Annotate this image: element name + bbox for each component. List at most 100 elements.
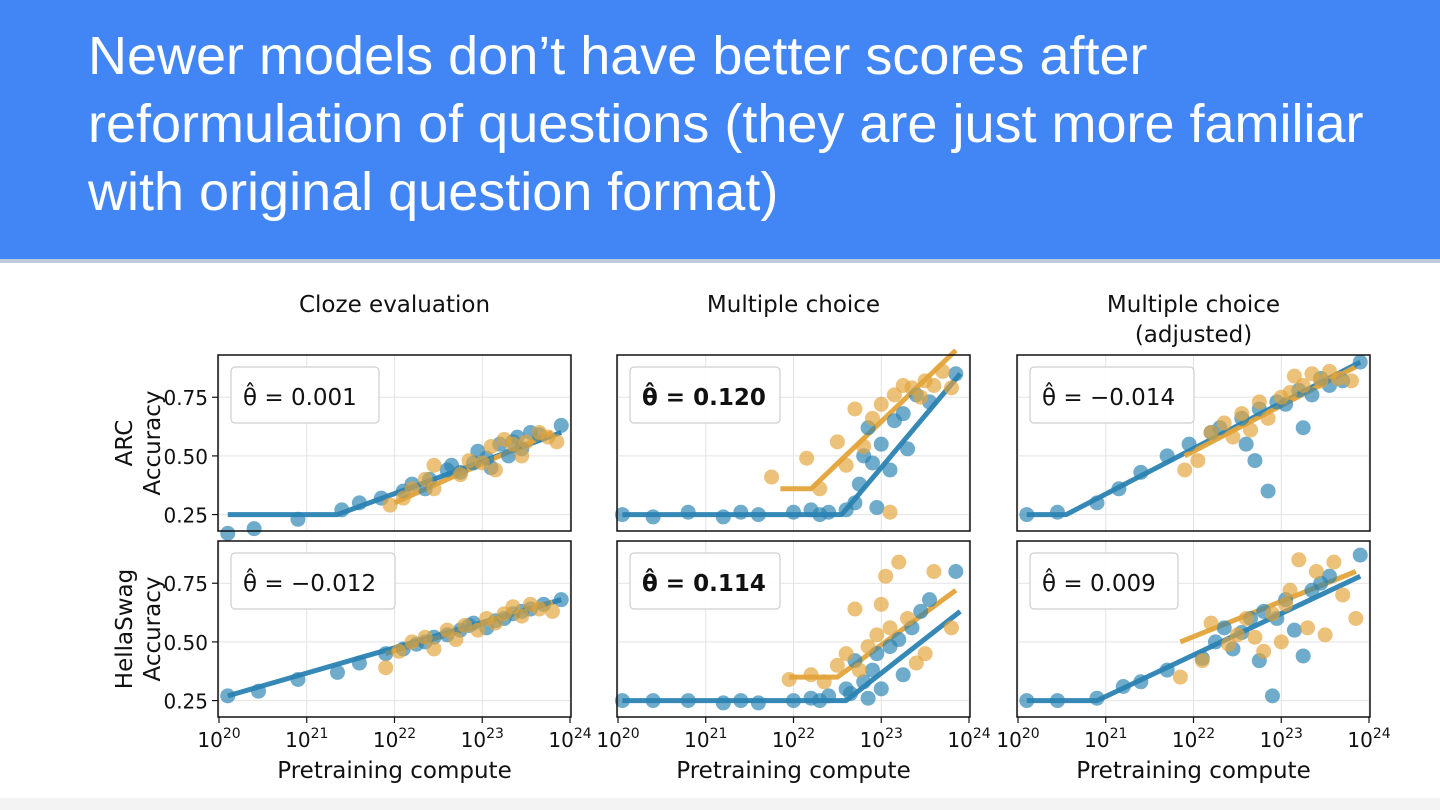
x-axis-label-2: Pretraining compute [1076, 758, 1310, 784]
panel-0-0-y-tick-label-0: 0.25 [163, 504, 208, 528]
panel-0-1-point-blue-16 [869, 500, 885, 516]
panel-1-0-point-blue-4 [351, 655, 367, 671]
panel-1-1-point-orange-30 [847, 601, 863, 617]
panel-0-0-y-tick-label-1: 0.50 [163, 445, 208, 469]
panel-1-2-x-tick-label-1: 1021 [1084, 726, 1127, 752]
panel-0-1-point-blue-3 [715, 509, 731, 525]
panel-1-2-point-orange-25 [1203, 615, 1219, 631]
panel-0-2-annotation-text: θ̂ = −0.014 [1042, 382, 1175, 411]
panel-1-1-point-blue-2 [680, 693, 696, 709]
panel-1-2-point-orange-39 [1326, 554, 1342, 570]
panel-0-0-point-blue-2 [290, 511, 306, 527]
row-label-0-line-1: Accuracy [140, 390, 166, 495]
panel-0-1-point-orange-29 [838, 457, 854, 473]
panel-0-2-point-orange-34 [1286, 368, 1302, 384]
panel-1-0-point-orange-24 [404, 634, 420, 650]
panel-1-0-y-tick-label-1: 0.50 [163, 631, 208, 655]
panel-1-2-point-orange-23 [1172, 669, 1188, 685]
panel-1-0-point-blue-5 [378, 646, 394, 662]
panel-1-2-point-blue-2 [1089, 690, 1105, 706]
panel-1-2-point-orange-29 [1247, 629, 1263, 645]
x-axis-label-1: Pretraining compute [676, 758, 910, 784]
panel-0-2-point-blue-2 [1089, 495, 1105, 511]
panel-0-0-point-orange-29 [426, 481, 442, 497]
panel-0-0-point-blue-24 [553, 417, 569, 433]
panel-0-2-point-orange-33 [1282, 385, 1298, 401]
panel-1-2-point-orange-33 [1278, 596, 1294, 612]
panel-0-0-annotation-text: θ̂ = 0.001 [243, 382, 357, 411]
row-label-1-line-1: Accuracy [140, 576, 166, 681]
panel-0-0-point-orange-34 [483, 439, 499, 455]
panel-0-0-point-blue-0 [220, 525, 236, 541]
column-title-1-line-0: Multiple choice [707, 292, 880, 318]
panel-0-1-point-blue-11 [847, 495, 863, 511]
panel-0-1-annotation-box [629, 366, 781, 424]
panel-1-2-point-blue-0 [1019, 693, 1035, 709]
panel-0-0-point-orange-38 [514, 448, 530, 464]
panel-1-2-point-orange-27 [1229, 627, 1245, 643]
panel-0-1-point-orange-34 [882, 504, 898, 520]
panel-1-0-point-blue-2 [290, 671, 306, 687]
panel-0-2-point-blue-6 [1181, 436, 1197, 452]
chart-figure: Cloze evaluation Multiple choice Multiple … [112, 292, 1391, 784]
panel-0-2-annotation-box [1029, 366, 1195, 424]
panel-0-2-point-orange-23 [1177, 462, 1193, 478]
panel-0-0-point-blue-3 [334, 502, 350, 518]
panel-1-0-point-orange-25 [417, 629, 433, 645]
panel-1-1-fit-line-blue [622, 609, 962, 704]
row-label-1-line-0: HellaSwag [112, 569, 138, 689]
panel-0-2-point-blue-22 [1352, 354, 1368, 370]
panel-0-1-point-blue-2 [680, 504, 696, 520]
panel-1-2-point-blue-4 [1133, 674, 1149, 690]
panel-1-1-point-orange-26 [803, 667, 819, 683]
panel-1-0-point-blue-3 [329, 664, 345, 680]
panel-1-1-x-tick-label-4: 1024 [947, 726, 990, 752]
panel-1-0-point-blue-21 [553, 592, 569, 608]
panel-0-0-annotation-box [230, 366, 380, 424]
panel-1-0-point-orange-30 [470, 622, 486, 638]
panel-0-1-point-orange-37 [904, 380, 920, 396]
panel-0-2-point-orange-35 [1295, 378, 1311, 394]
panel-0-1-point-blue-24 [948, 366, 964, 382]
panel-0-1-point-blue-15 [864, 455, 880, 471]
panel-0-2-point-blue-10 [1238, 436, 1254, 452]
panel-1-1-point-orange-32 [860, 639, 876, 655]
panel-1-2-point-orange-36 [1300, 620, 1316, 636]
panel-1-2-point-blue-17 [1286, 622, 1302, 638]
panel-1-2-x-tick-label-3: 1023 [1260, 726, 1303, 752]
panel-1-2-point-orange-41 [1348, 610, 1364, 626]
panel-0-2-point-blue-13 [1260, 483, 1276, 499]
panel-0-2-point-orange-31 [1260, 410, 1276, 426]
panel-1-2-point-orange-24 [1194, 653, 1210, 669]
panel-0-2-point-blue-17 [1295, 420, 1311, 436]
panel-0-1-point-orange-41 [935, 363, 951, 379]
panel-0-2-point-orange-40 [1343, 373, 1359, 389]
panel-1-1-point-blue-23 [922, 592, 938, 608]
panel-1-0-point-orange-26 [426, 641, 442, 657]
panel-0-2-point-orange-25 [1203, 424, 1219, 440]
panel-0-0-point-orange-25 [382, 497, 398, 513]
panel-1-1-point-blue-17 [873, 681, 889, 697]
panel-0-1-point-blue-21 [900, 441, 916, 457]
panel-0-2-point-orange-29 [1243, 422, 1259, 438]
panel-1-0-point-orange-35 [514, 608, 530, 624]
column-title-2-line-1: (adjusted) [1135, 322, 1252, 348]
panel-1-2-point-blue-8 [1216, 620, 1232, 636]
panel-0-1-point-blue-20 [895, 406, 911, 422]
panel-0-1-fit-line-orange [780, 348, 958, 492]
panel-1-1-point-blue-15 [864, 662, 880, 678]
panel-1-2-x-tick-label-2: 1022 [1172, 726, 1215, 752]
panel-0-0-point-orange-42 [549, 434, 565, 450]
panel-1-1-point-blue-22 [913, 603, 929, 619]
panel-0-1-point-orange-38 [913, 389, 929, 405]
panel-0-2-point-blue-5 [1159, 448, 1175, 464]
panel-1-1-point-blue-3 [715, 695, 731, 711]
panel-0-0-y-tick-label-2: 0.75 [163, 386, 208, 410]
panel-0-1-point-orange-30 [847, 401, 863, 417]
panel-1-1-point-orange-42 [943, 620, 959, 636]
panel-1-1-point-orange-27 [816, 674, 832, 690]
panel-0-1-point-blue-6 [786, 504, 801, 520]
panel-1-0-point-orange-29 [457, 617, 473, 633]
panel-0-2-point-orange-24 [1190, 453, 1206, 469]
panel-1-1-point-blue-0 [614, 693, 630, 709]
